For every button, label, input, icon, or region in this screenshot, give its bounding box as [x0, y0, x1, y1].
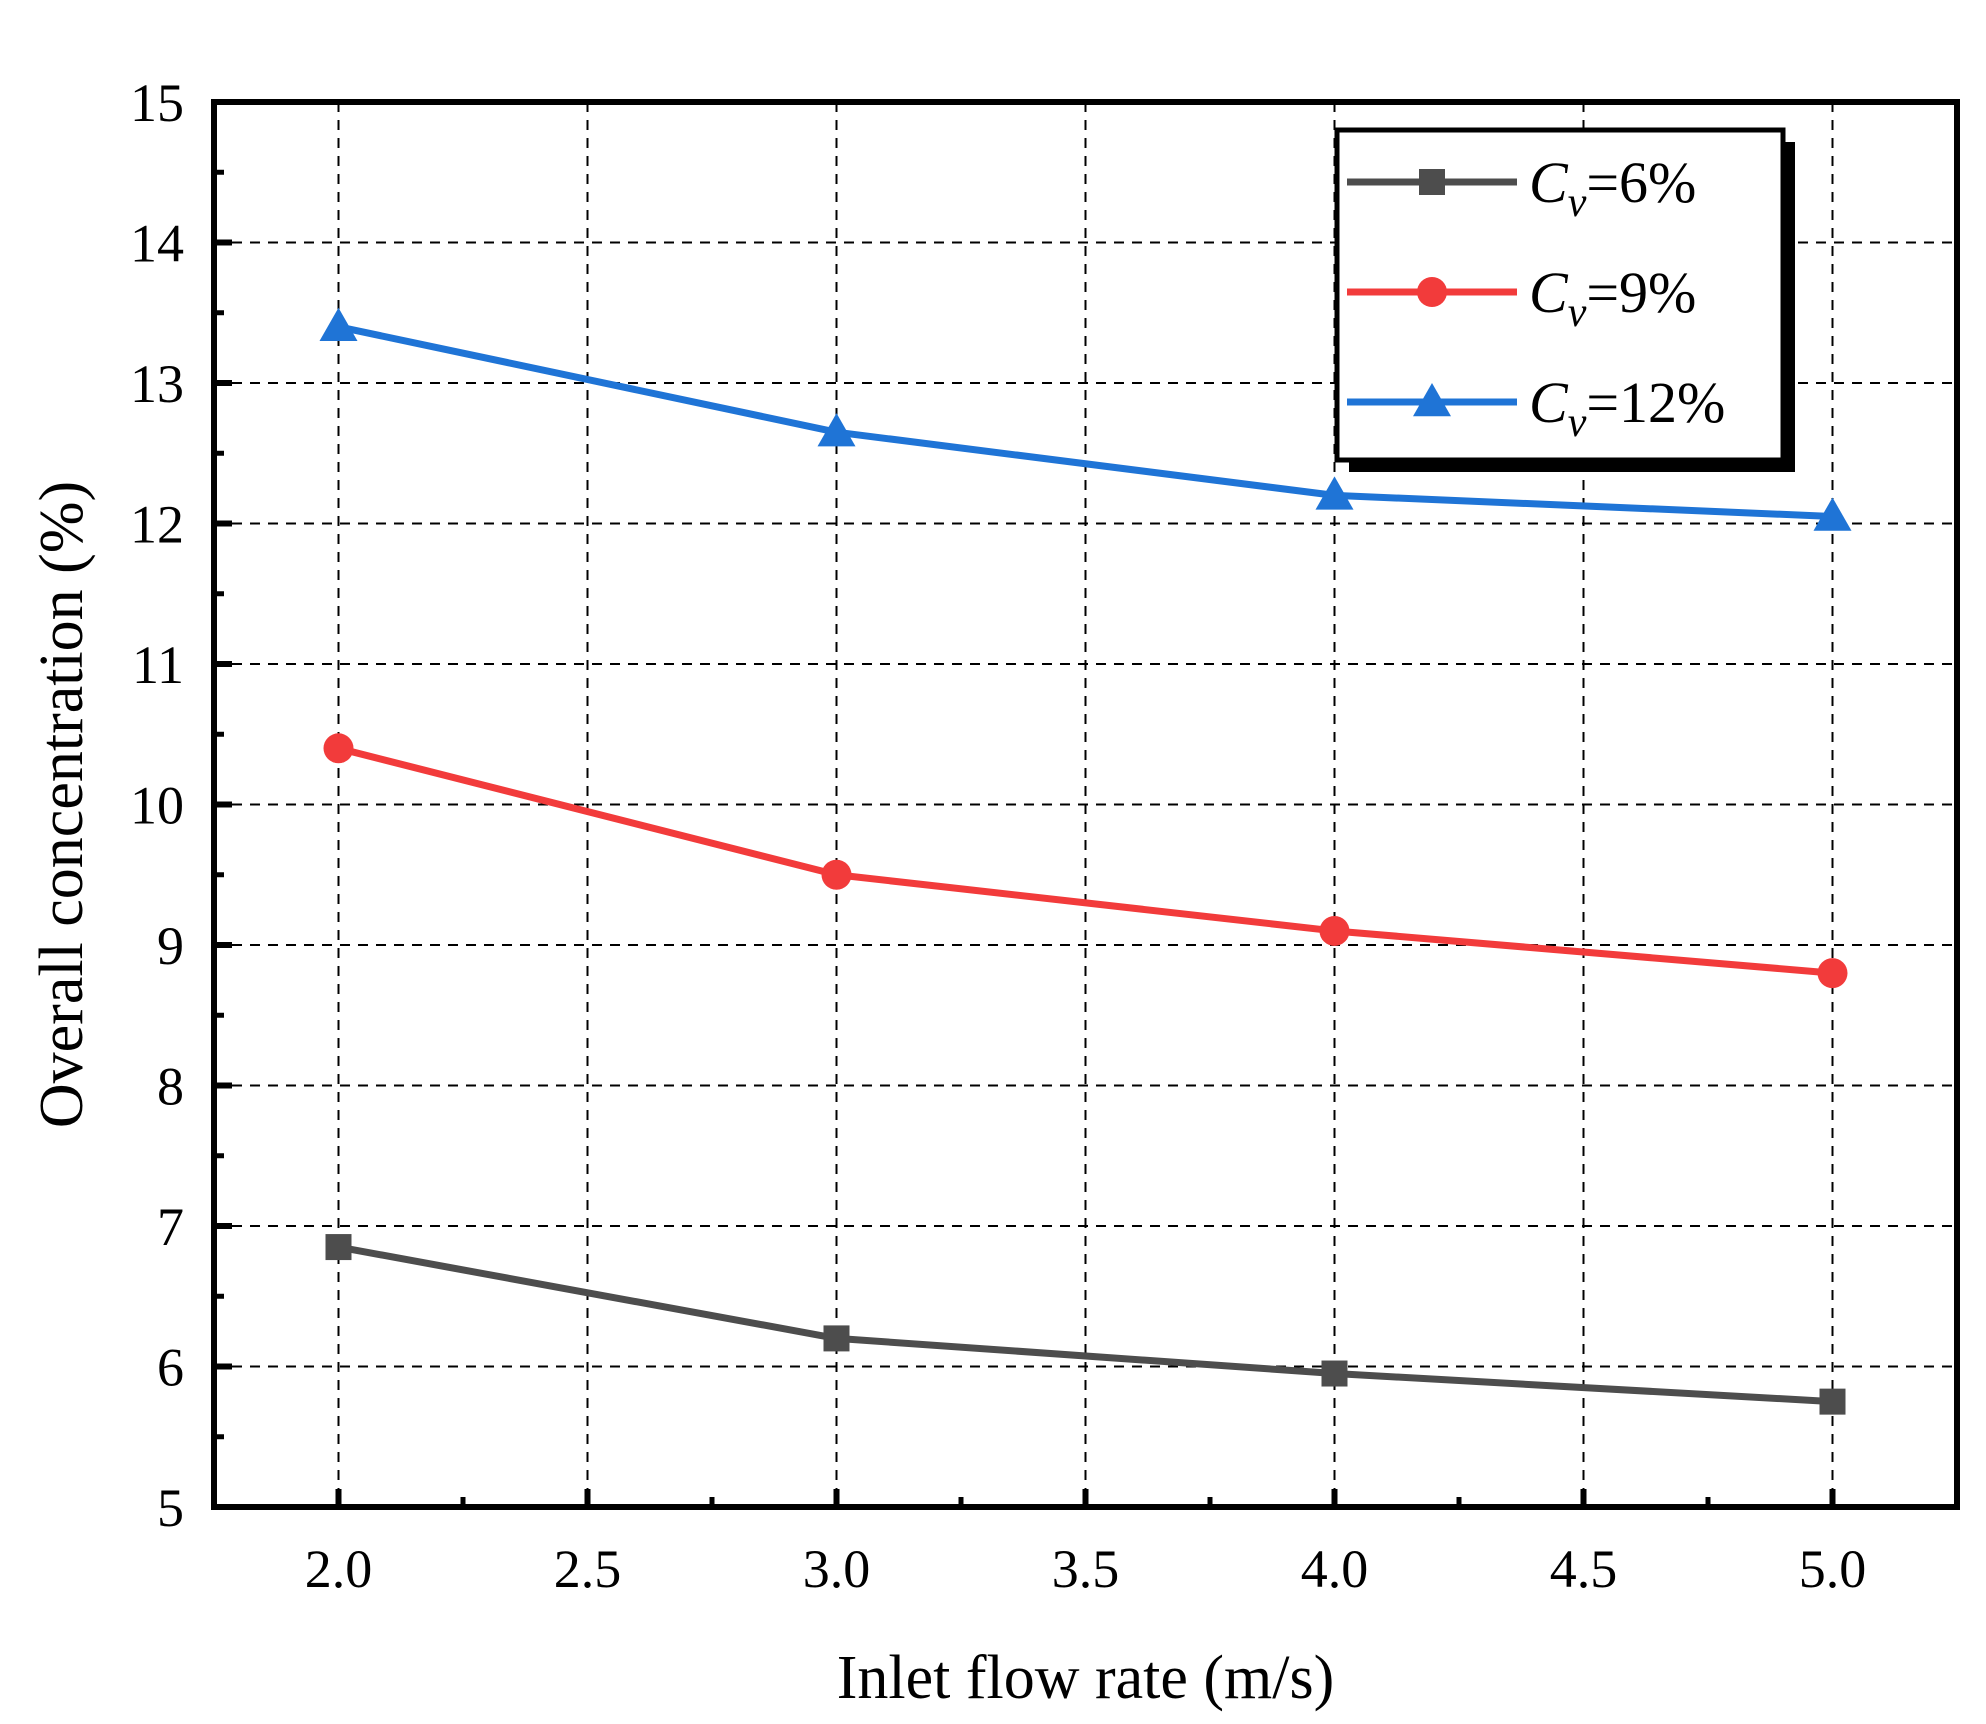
series-line — [337, 1243, 1833, 1406]
y-tick-label: 8 — [157, 1057, 184, 1117]
legend-entry: Cv=12% — [1347, 370, 1725, 446]
x-tick-label: 4.5 — [1550, 1539, 1618, 1599]
data-point-triangle — [1315, 476, 1354, 510]
data-point-square — [1321, 1360, 1348, 1387]
legend-label: Cv=12% — [1529, 370, 1725, 446]
y-tick-label: 12 — [130, 495, 184, 555]
legend-label-value: =6% — [1586, 150, 1696, 215]
legend-entry: Cv=9% — [1347, 260, 1696, 336]
series-line — [337, 744, 1833, 977]
grid — [214, 102, 1957, 1507]
y-tick-label: 13 — [130, 354, 184, 414]
y-tick-label: 7 — [157, 1197, 184, 1257]
data-point-triangle — [1813, 497, 1852, 531]
data-point-triangle — [1413, 383, 1451, 417]
legend-label-subscript: v — [1568, 290, 1587, 336]
legend-label-main: C — [1529, 150, 1569, 215]
x-tick-label: 2.5 — [554, 1539, 622, 1599]
data-point-square — [1819, 1388, 1846, 1415]
legend: Cv=6%Cv=9%Cv=12% — [1334, 127, 1795, 472]
series-Cv=9% — [323, 733, 1848, 989]
y-tick-label: 14 — [130, 214, 184, 274]
series-Cv=12% — [319, 307, 1852, 531]
series-Cv=6% — [325, 1234, 1846, 1415]
y-tick-label: 11 — [132, 635, 184, 695]
ticks — [214, 99, 1836, 1510]
data-point-circle — [821, 859, 852, 890]
legend-entry: Cv=6% — [1347, 150, 1696, 226]
x-tick-label: 3.5 — [1052, 1539, 1120, 1599]
x-tick-label: 3.0 — [803, 1539, 871, 1599]
y-tick-label: 10 — [130, 776, 184, 836]
data-point-triangle — [817, 413, 856, 447]
series-line — [337, 323, 1833, 520]
legend-label-value: =9% — [1586, 260, 1696, 325]
series-group — [319, 307, 1852, 1415]
legend-label: Cv=6% — [1529, 150, 1696, 226]
y-tick-label: 9 — [157, 916, 184, 976]
x-tick-label: 5.0 — [1799, 1539, 1867, 1599]
data-point-circle — [1319, 915, 1350, 946]
y-axis-title: Overall concentration (%) — [28, 481, 96, 1128]
legend-label-main: C — [1529, 370, 1569, 435]
legend-label-subscript: v — [1568, 400, 1587, 446]
y-tick-label: 5 — [157, 1478, 184, 1538]
data-point-circle — [1817, 958, 1848, 989]
legend-label: Cv=9% — [1529, 260, 1696, 336]
y-tick-label: 6 — [157, 1338, 184, 1398]
legend-label-value: =12% — [1586, 370, 1725, 435]
data-point-square — [325, 1234, 352, 1261]
legend-label-main: C — [1529, 260, 1569, 325]
data-point-square — [823, 1325, 850, 1352]
data-point-square — [1419, 169, 1445, 195]
x-tick-label: 2.0 — [305, 1539, 373, 1599]
tick-labels: 2.0 2.5 3.0 3.5 4.0 4.5 5.0 5 6 7 8 9 10 11 12 13 14 15 — [130, 73, 1866, 1599]
x-axis-title: Inlet flow rate (m/s) — [837, 1644, 1335, 1712]
legend-label-subscript: v — [1568, 180, 1587, 226]
y-tick-label: 15 — [130, 73, 184, 133]
data-point-triangle — [319, 307, 358, 342]
data-point-circle — [323, 733, 354, 764]
x-tick-label: 4.0 — [1301, 1539, 1369, 1599]
data-point-circle — [1417, 277, 1447, 307]
